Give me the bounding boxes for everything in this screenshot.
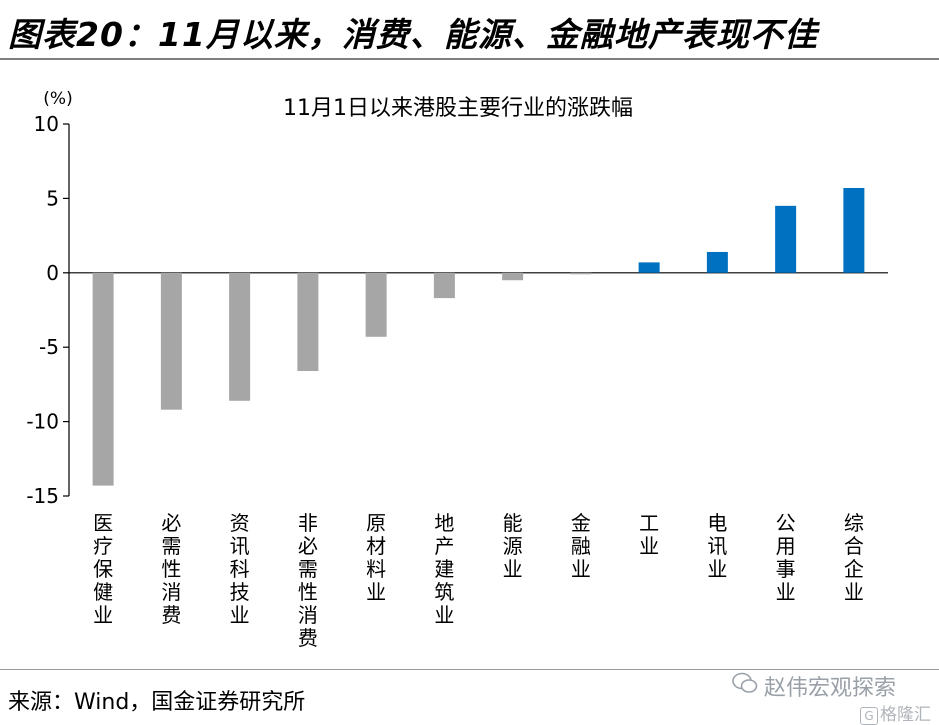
x-tick-label: 电讯业: [707, 511, 727, 581]
y-axis-unit-label: (%): [43, 89, 72, 109]
x-tick-label: 能源业: [503, 511, 523, 581]
y-tick-label: -5: [39, 335, 59, 359]
x-tick-label: 资讯科技业: [230, 511, 250, 627]
bar: [706, 251, 728, 273]
bar: [502, 272, 524, 281]
watermark-badge: G 格隆汇: [860, 700, 931, 725]
badge-logo-icon: G: [860, 707, 878, 725]
bar: [843, 187, 865, 273]
y-tick-label: 0: [46, 261, 59, 285]
x-tick-label: 地产建筑业: [434, 511, 454, 627]
x-tick-label: 工业: [639, 511, 659, 558]
bar: [433, 272, 455, 299]
x-tick-label: 必需性消费: [161, 511, 181, 627]
x-tick-label: 金融业: [571, 511, 591, 581]
watermark: 赵伟宏观探索: [732, 670, 896, 702]
watermark-badge-text: 格隆汇: [880, 705, 931, 725]
bar: [229, 272, 251, 401]
x-tick-label: 原材料业: [366, 511, 386, 604]
x-tick-label: 医疗保健业: [93, 511, 113, 627]
footer-divider: [0, 669, 939, 670]
source-note: 来源：Wind，国金证券研究所: [8, 690, 306, 715]
wechat-icon: [732, 672, 758, 700]
bar: [297, 272, 319, 372]
bars: [92, 187, 865, 486]
bar: [570, 272, 592, 275]
bar-chart: 10 5 0 -5 -10 -15 医疗保健业 必需性消费 资讯科技业 非必需性消费 原材料业 地产…: [26, 89, 888, 650]
x-tick-label: 综合企业: [844, 511, 864, 604]
watermark-account: 赵伟宏观探索: [764, 676, 897, 701]
title-divider: [0, 58, 939, 60]
y-tick-label: 5: [46, 186, 59, 210]
y-tick-label: -15: [26, 484, 59, 508]
x-tick-label: 非必需性消费: [298, 511, 318, 650]
bar: [365, 272, 387, 337]
bar: [638, 262, 660, 273]
y-tick-label: -10: [26, 410, 59, 434]
chart-title: 11月1日以来港股主要行业的涨跌幅: [283, 96, 633, 121]
figure-title: 图表20：11月以来，消费、能源、金融地产表现不佳: [8, 15, 818, 54]
x-tick-label: 公用事业: [776, 511, 796, 604]
bar: [775, 205, 797, 273]
x-axis-labels: 医疗保健业 必需性消费 资讯科技业 非必需性消费 原材料业 地产建筑业 能源业 金融业 工业 电讯…: [93, 511, 864, 650]
bar: [160, 272, 182, 410]
bar: [92, 272, 114, 486]
y-axis: 10 5 0 -5 -10 -15: [26, 112, 888, 508]
y-tick-label: 10: [34, 112, 59, 136]
